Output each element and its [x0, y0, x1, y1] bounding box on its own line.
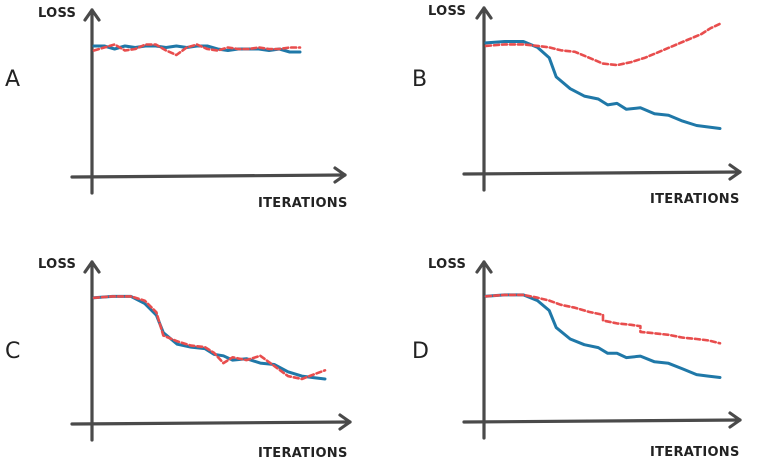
solid-loss-line: [484, 293, 722, 379]
x-axis-arrowhead: [728, 411, 742, 429]
dashed-loss-line: [92, 43, 302, 57]
y-axis-label: LOSS: [38, 6, 76, 21]
y-axis-label: LOSS: [38, 257, 76, 272]
y-axis-label: LOSS: [428, 257, 466, 272]
x-axis-line: [462, 418, 742, 424]
x-axis-arrowhead: [728, 163, 742, 181]
x-axis-line: [70, 173, 347, 179]
x-axis-arrowhead: [338, 413, 352, 431]
dashed-loss-line: [484, 22, 722, 67]
x-axis-label: ITERATIONS: [650, 192, 740, 207]
y-axis-arrowhead: [475, 6, 493, 20]
solid-loss-line: [92, 44, 302, 54]
y-axis-arrowhead: [83, 8, 101, 22]
panel-label: C: [5, 339, 20, 364]
panel-c: LOSS ITERATIONS C: [5, 257, 352, 461]
panel-d: LOSS ITERATIONS D: [412, 257, 742, 460]
x-axis-label: ITERATIONS: [650, 445, 740, 460]
solid-loss-line: [92, 294, 327, 381]
panel-b: LOSS ITERATIONS B: [412, 4, 742, 207]
panel-label: D: [412, 339, 429, 364]
x-axis-arrowhead: [333, 166, 347, 184]
x-axis-line: [462, 170, 742, 176]
y-axis-arrowhead: [83, 260, 101, 274]
y-axis-arrowhead: [475, 260, 493, 274]
x-axis-line: [70, 420, 352, 426]
panel-label: A: [5, 67, 20, 92]
panel-a: LOSS ITERATIONS A: [5, 6, 348, 211]
dashed-loss-line: [484, 293, 722, 345]
dashed-loss-line: [92, 295, 327, 381]
x-axis-label: ITERATIONS: [258, 446, 348, 461]
x-axis-label: ITERATIONS: [258, 196, 348, 211]
y-axis-label: LOSS: [428, 4, 466, 19]
solid-loss-line: [484, 40, 722, 130]
panel-label: B: [412, 67, 427, 92]
